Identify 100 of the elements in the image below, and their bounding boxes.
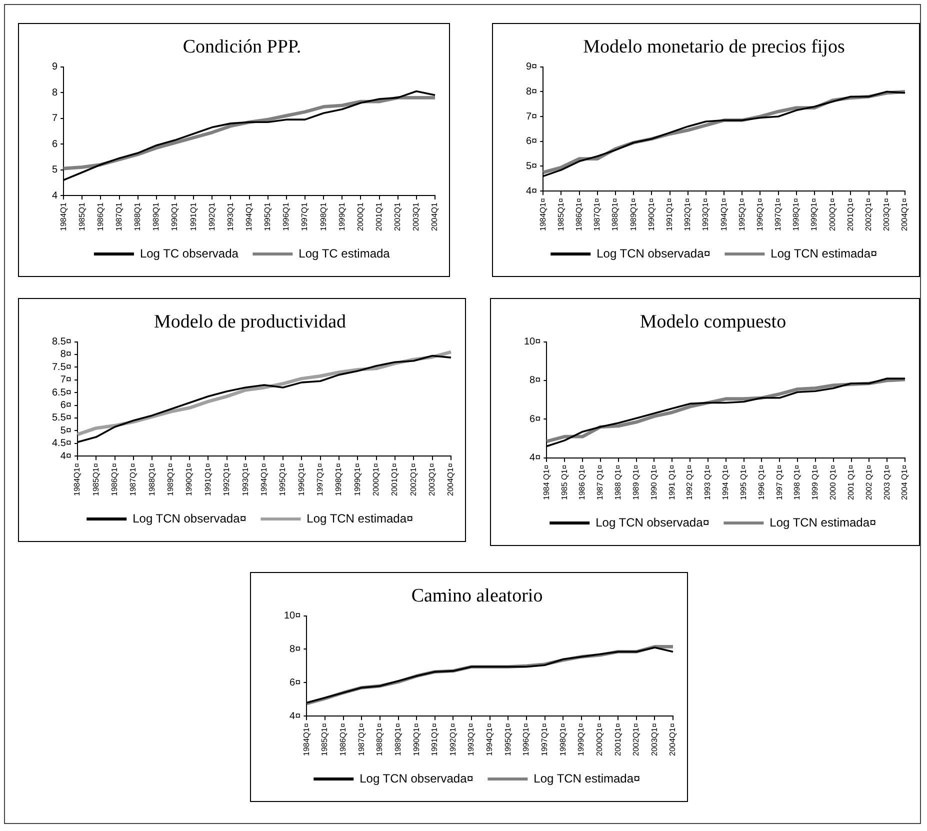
- x-tick-label: 1997Q1¤: [315, 462, 324, 496]
- x-tick-label: 1998Q1: [318, 202, 328, 231]
- y-tick-label: 6¤: [530, 414, 542, 425]
- legend-label: Log TCN observada¤: [596, 246, 711, 260]
- y-tick-label: 6.5¤: [52, 387, 72, 398]
- x-tick-label: 1988 Q1¤: [614, 464, 623, 500]
- x-tick-label: 1987 Q1¤: [596, 464, 605, 500]
- y-tick-label: 10¤: [524, 336, 542, 348]
- x-tick-label: 1995Q1¤: [737, 198, 746, 232]
- x-tick-label: 2002Q1¤: [408, 462, 418, 496]
- x-tick-label: 1986Q1: [96, 202, 105, 231]
- x-tick-label: 1993Q1: [226, 202, 235, 231]
- x-tick-label: 1996Q1¤: [522, 722, 531, 756]
- y-tick-label: 9: [52, 62, 58, 73]
- x-tick-label: 2004Q1¤: [900, 198, 910, 232]
- x-tick-label: 1985 Q1¤: [560, 464, 569, 500]
- x-tick-label: 1987Q1: [114, 202, 124, 231]
- x-tick-label: 1997Q1: [300, 202, 310, 231]
- x-tick-label: 2004 Q1¤: [900, 464, 910, 500]
- x-tick-label: 2000Q1¤: [371, 462, 380, 496]
- legend-label: Log TCN observada¤: [360, 771, 474, 786]
- y-tick-label: 8¤: [290, 644, 302, 655]
- x-tick-label: 1998Q1¤: [792, 198, 801, 232]
- x-tick-label: 1996Q1¤: [296, 462, 306, 496]
- y-tick-label: 7: [52, 113, 58, 124]
- x-tick-label: 1990Q1¤: [646, 198, 656, 232]
- y-tick-label: 4¤: [290, 710, 302, 722]
- x-tick-label: 1986Q1¤: [574, 198, 584, 232]
- x-tick-label: 1985Q1: [77, 202, 86, 231]
- x-tick-label: 1999Q1¤: [352, 462, 362, 496]
- y-tick-label: 8: [52, 87, 58, 98]
- x-tick-label: 1988Q1¤: [147, 462, 156, 496]
- y-tick-label: 4¤: [60, 450, 72, 462]
- x-tick-label: 1987Q1¤: [128, 462, 138, 496]
- y-tick-label: 8.5¤: [52, 336, 72, 348]
- x-tick-label: 2000 Q1¤: [828, 464, 838, 500]
- x-tick-label: 1993 Q1¤: [703, 464, 712, 500]
- legend-label: Log TC observada: [140, 246, 239, 260]
- x-tick-label: 2001Q1¤: [846, 198, 855, 232]
- x-tick-label: 1998 Q1¤: [792, 464, 802, 500]
- x-tick-label: 2000Q1: [356, 202, 365, 231]
- x-tick-label: 1989Q1¤: [393, 722, 402, 756]
- y-tick-label: 4¤: [530, 452, 542, 464]
- y-tick-label: 8¤: [60, 349, 72, 360]
- x-tick-label: 1991Q1¤: [203, 462, 212, 496]
- x-tick-label: 2001Q1: [374, 202, 384, 231]
- x-tick-label: 1990 Q1¤: [649, 464, 658, 500]
- legend-label: Log TCN estimada¤: [770, 515, 876, 530]
- y-tick-label: 6¤: [526, 136, 538, 148]
- x-tick-label: 1996Q1¤: [755, 198, 764, 232]
- x-tick-label: 1991Q1: [188, 202, 198, 231]
- x-tick-label: 2001Q1¤: [613, 722, 622, 756]
- x-tick-label: 1986Q1¤: [110, 462, 120, 496]
- x-tick-label: 1984Q1: [58, 202, 68, 231]
- x-tick-label: 1988Q1¤: [610, 198, 620, 232]
- chart-title: Modelo monetario de precios fijos: [583, 36, 845, 58]
- x-tick-label: 1994Q1¤: [719, 198, 728, 232]
- x-tick-label: 2003Q1: [412, 202, 421, 231]
- x-tick-label: 1994 Q1¤: [721, 464, 730, 500]
- y-tick-label: 5¤: [526, 160, 538, 172]
- x-tick-label: 1989 Q1¤: [631, 464, 640, 500]
- x-tick-label: 2004Q1¤: [446, 462, 456, 496]
- x-tick-label: 1993Q1¤: [466, 722, 476, 756]
- x-tick-label: 1985Q1¤: [320, 722, 330, 756]
- x-tick-label: 2000Q1¤: [828, 198, 837, 232]
- x-tick-label: 1994Q1¤: [259, 462, 268, 496]
- x-tick-label: 1984Q1¤: [538, 198, 548, 232]
- x-tick-label: 1999Q1¤: [810, 198, 819, 232]
- x-tick-label: 1995 Q1¤: [738, 464, 748, 500]
- y-tick-label: 10¤: [284, 610, 302, 622]
- x-tick-label: 1994Q1: [244, 202, 254, 231]
- x-tick-label: 1996 Q1¤: [756, 464, 766, 500]
- chart-title: Camino aleatorio: [411, 585, 543, 606]
- x-tick-label: 1993Q1¤: [701, 198, 710, 232]
- x-tick-label: 1992Q1¤: [222, 462, 232, 496]
- x-tick-label: 1984Q1¤: [72, 462, 82, 496]
- x-tick-label: 1999Q1¤: [576, 722, 586, 756]
- x-tick-label: 2002 Q1¤: [864, 464, 874, 500]
- y-tick-label: 5¤: [60, 425, 72, 436]
- x-tick-label: 2001 Q1¤: [846, 464, 856, 500]
- y-tick-label: 7¤: [60, 374, 72, 386]
- x-tick-label: 1992Q1: [207, 202, 216, 231]
- x-tick-label: 1990Q1: [170, 202, 180, 231]
- y-tick-label: 5: [52, 164, 58, 176]
- x-tick-label: 1990Q1¤: [184, 462, 194, 496]
- x-tick-label: 2004Q1: [430, 202, 440, 231]
- chart-title: Condición PPP.: [182, 36, 302, 58]
- x-tick-label: 1997Q1¤: [540, 722, 549, 756]
- x-tick-label: 1989Q1¤: [166, 462, 176, 496]
- x-tick-label: 1998Q1¤: [334, 462, 344, 496]
- y-tick-label: 6¤: [60, 400, 72, 412]
- legend-label: Log TCN estimada¤: [770, 246, 878, 260]
- x-tick-label: 2002Q1¤: [864, 198, 874, 232]
- legend-label: Log TCN estimada¤: [306, 511, 414, 526]
- y-tick-label: 7¤: [526, 111, 538, 122]
- y-tick-label: 8¤: [526, 86, 538, 98]
- legend-label: Log TCN observada¤: [596, 515, 710, 530]
- x-tick-label: 1989Q1¤: [628, 198, 638, 232]
- legend-label: Log TCN estimada¤: [534, 771, 640, 786]
- x-tick-label: 2002Q1¤: [632, 722, 641, 756]
